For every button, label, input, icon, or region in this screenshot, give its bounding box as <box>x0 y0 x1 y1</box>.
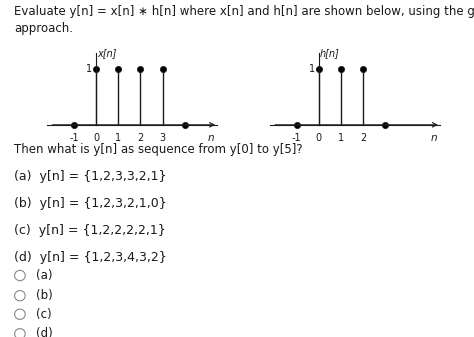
Text: n: n <box>208 133 215 143</box>
Text: (a): (a) <box>36 269 52 282</box>
Text: 0: 0 <box>316 133 322 143</box>
Text: Evaluate y[n] = x[n] ∗ h[n] where x[n] and h[n] are shown below, using the graph: Evaluate y[n] = x[n] ∗ h[n] where x[n] a… <box>14 5 474 18</box>
Text: 1: 1 <box>309 64 315 74</box>
Text: approach.: approach. <box>14 22 73 35</box>
Text: 1: 1 <box>86 64 92 74</box>
Text: (b)  y[n] = {1,2,3,2,1,0}: (b) y[n] = {1,2,3,2,1,0} <box>14 197 167 210</box>
Text: (d): (d) <box>36 327 52 337</box>
Text: (a)  y[n] = {1,2,3,3,2,1}: (a) y[n] = {1,2,3,3,2,1} <box>14 170 167 183</box>
Text: 2: 2 <box>137 133 144 143</box>
Text: -1: -1 <box>292 133 301 143</box>
Text: (c): (c) <box>36 308 51 320</box>
Text: 3: 3 <box>160 133 166 143</box>
Text: 1: 1 <box>338 133 344 143</box>
Text: h[n]: h[n] <box>320 48 340 58</box>
Text: 2: 2 <box>360 133 366 143</box>
Text: 0: 0 <box>93 133 99 143</box>
Text: (c)  y[n] = {1,2,2,2,2,1}: (c) y[n] = {1,2,2,2,2,1} <box>14 224 166 237</box>
Text: -1: -1 <box>69 133 79 143</box>
Text: (d)  y[n] = {1,2,3,4,3,2}: (d) y[n] = {1,2,3,4,3,2} <box>14 251 167 264</box>
Text: x[n]: x[n] <box>97 48 117 58</box>
Text: n: n <box>431 133 438 143</box>
Text: (b): (b) <box>36 289 52 302</box>
Text: Then what is y[n] as sequence from y[0] to y[5]?: Then what is y[n] as sequence from y[0] … <box>14 143 303 156</box>
Text: 1: 1 <box>115 133 121 143</box>
